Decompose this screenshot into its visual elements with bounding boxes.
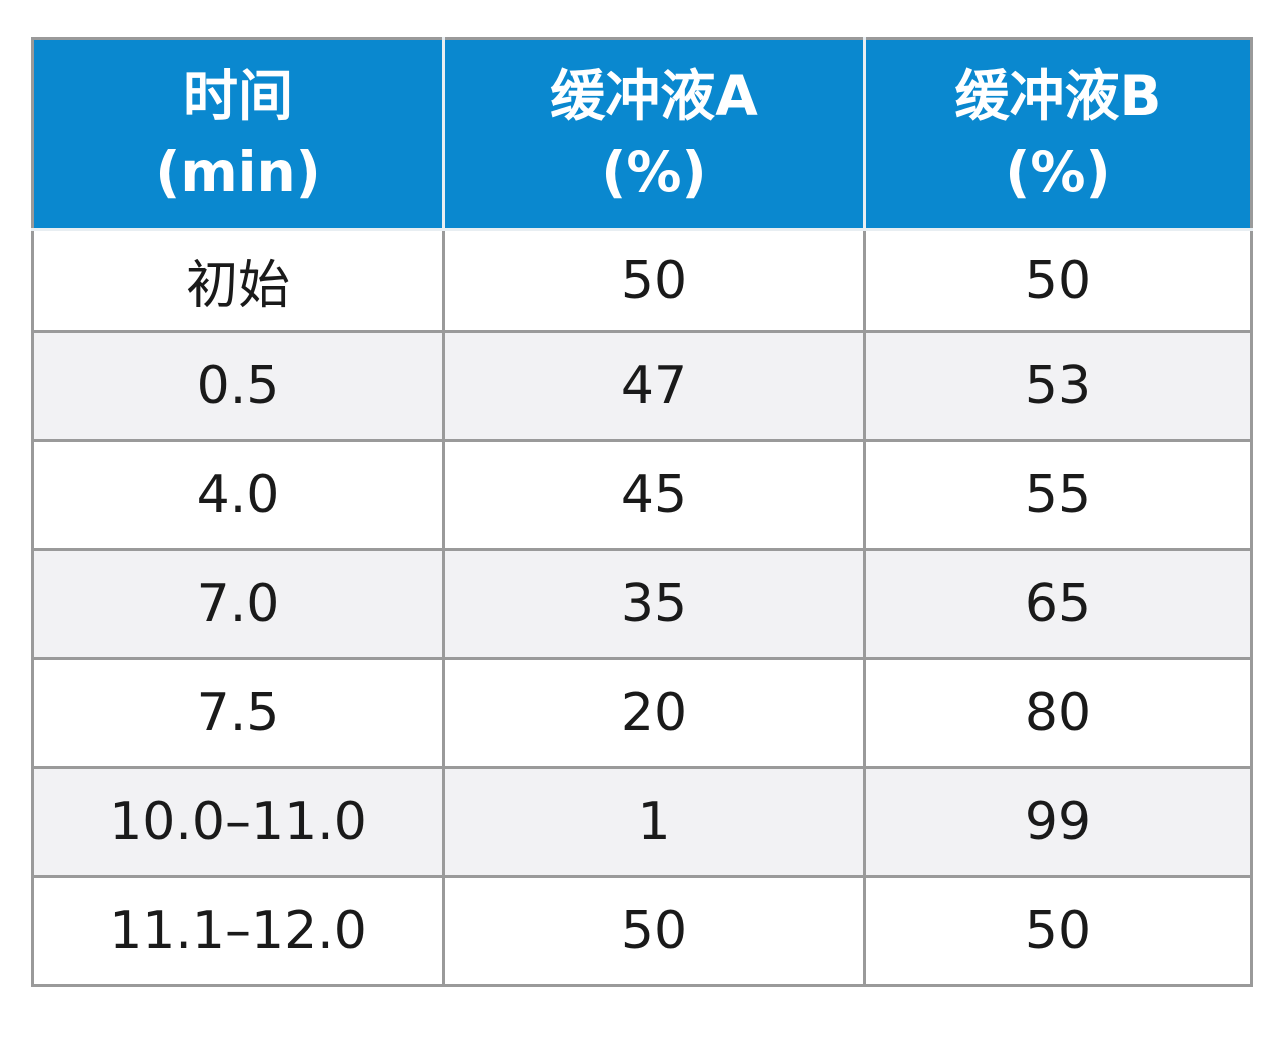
header-buffer-b: 缓冲液B (%) bbox=[863, 37, 1253, 231]
header-buffer-b-label: 缓冲液B bbox=[954, 64, 1162, 128]
header-buffer-a-unit: (%) bbox=[601, 140, 707, 204]
table-row: 0.5 47 53 bbox=[31, 330, 1253, 442]
cell-buffer-a: 50 bbox=[442, 228, 866, 333]
cell-buffer-b: 80 bbox=[863, 657, 1253, 769]
cell-buffer-b: 50 bbox=[863, 875, 1253, 987]
cell-time: 10.0–11.0 bbox=[31, 766, 445, 878]
cell-time: 4.0 bbox=[31, 439, 445, 551]
cell-time: 7.0 bbox=[31, 548, 445, 660]
header-time-unit: (min) bbox=[155, 140, 321, 204]
cell-time: 0.5 bbox=[31, 330, 445, 442]
table-row: 10.0–11.0 1 99 bbox=[31, 766, 1253, 878]
table-row: 初始 50 50 bbox=[31, 228, 1253, 333]
gradient-table-container: 时间 (min) 缓冲液A (%) 缓冲液B (%) 初始 50 50 bbox=[31, 37, 1253, 1008]
header-buffer-a: 缓冲液A (%) bbox=[442, 37, 866, 231]
table-row: 7.5 20 80 bbox=[31, 657, 1253, 769]
cell-buffer-a: 47 bbox=[442, 330, 866, 442]
cell-buffer-b: 53 bbox=[863, 330, 1253, 442]
cell-buffer-b: 99 bbox=[863, 766, 1253, 878]
gradient-table: 时间 (min) 缓冲液A (%) 缓冲液B (%) 初始 50 50 bbox=[31, 37, 1253, 987]
table-body: 初始 50 50 0.5 47 53 4.0 45 55 7.0 35 65 7… bbox=[31, 228, 1253, 987]
cell-buffer-a: 20 bbox=[442, 657, 866, 769]
cell-buffer-a: 45 bbox=[442, 439, 866, 551]
header-row: 时间 (min) 缓冲液A (%) 缓冲液B (%) bbox=[31, 37, 1253, 231]
header-time: 时间 (min) bbox=[31, 37, 445, 231]
table-header: 时间 (min) 缓冲液A (%) 缓冲液B (%) bbox=[31, 37, 1253, 231]
header-time-label: 时间 bbox=[182, 64, 293, 128]
table-row: 7.0 35 65 bbox=[31, 548, 1253, 660]
header-buffer-a-label: 缓冲液A bbox=[550, 64, 758, 128]
cell-buffer-b: 50 bbox=[863, 228, 1253, 333]
table-row: 4.0 45 55 bbox=[31, 439, 1253, 551]
cell-time: 11.1–12.0 bbox=[31, 875, 445, 987]
cell-time: 初始 bbox=[31, 228, 445, 333]
cell-time: 7.5 bbox=[31, 657, 445, 769]
cell-buffer-a: 1 bbox=[442, 766, 866, 878]
cell-buffer-a: 50 bbox=[442, 875, 866, 987]
cell-buffer-b: 55 bbox=[863, 439, 1253, 551]
table-row: 11.1–12.0 50 50 bbox=[31, 875, 1253, 987]
cell-buffer-b: 65 bbox=[863, 548, 1253, 660]
cell-buffer-a: 35 bbox=[442, 548, 866, 660]
header-buffer-b-unit: (%) bbox=[1005, 140, 1111, 204]
